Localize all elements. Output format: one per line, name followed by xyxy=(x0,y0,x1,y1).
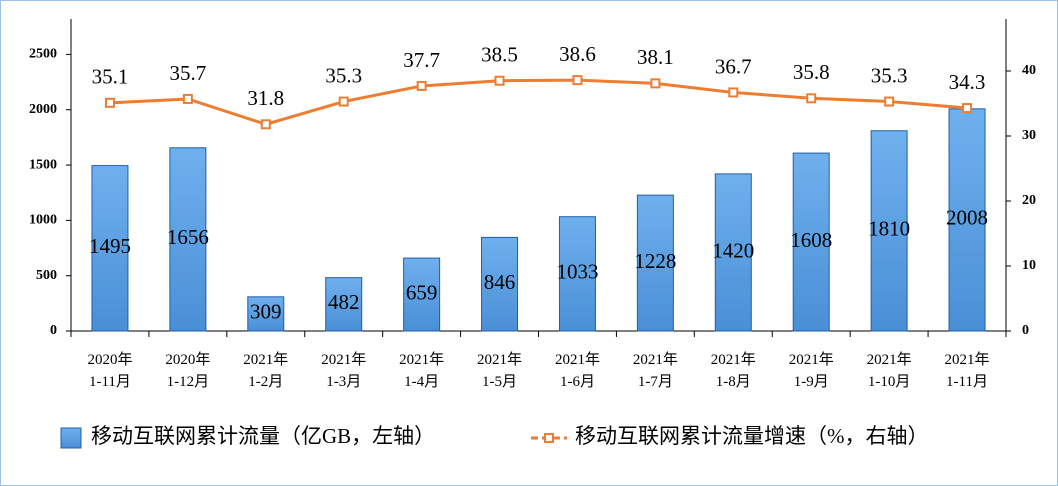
x-tick-label: 2021年 1-5月 xyxy=(477,352,523,390)
x-tick-label: 2020年 1-12月 xyxy=(165,352,211,390)
legend-label: 移动互联网累计流量增速（%，右轴） xyxy=(575,424,929,448)
bar-label: 1608 xyxy=(790,228,832,252)
line-label: 35.3 xyxy=(871,63,908,87)
x-tick-label: 2021年 1-6月 xyxy=(554,352,600,390)
line-label: 38.6 xyxy=(559,42,596,66)
bar-label: 482 xyxy=(328,290,360,314)
x-tick-label: 2021年 1-8月 xyxy=(710,352,756,390)
bar-label: 659 xyxy=(406,280,438,304)
x-tick-label: 2021年 1-4月 xyxy=(399,352,445,390)
line xyxy=(109,78,968,126)
line-marker xyxy=(182,93,193,104)
y-tick-label: 2500 xyxy=(29,47,57,62)
legend-label: 移动互联网累计流量（亿GB，左轴） xyxy=(91,424,435,448)
line-marker xyxy=(338,96,349,107)
line-marker xyxy=(884,96,895,107)
y2-tick-label: 30 xyxy=(1022,128,1036,143)
line-marker xyxy=(104,97,115,108)
bar xyxy=(91,165,129,332)
line-label: 31.8 xyxy=(247,86,284,110)
line-label: 38.5 xyxy=(481,43,518,67)
bar xyxy=(325,277,363,332)
x-tick-label: 2021年 1-11月 xyxy=(944,352,990,390)
bar-label: 309 xyxy=(250,300,282,324)
bar-label: 1656 xyxy=(167,225,209,249)
bar-label: 1495 xyxy=(89,234,131,258)
bar xyxy=(403,257,441,332)
bar xyxy=(948,108,986,332)
line-marker xyxy=(572,75,583,86)
line-marker xyxy=(494,75,505,86)
line-label: 38.1 xyxy=(637,45,674,69)
bar-label: 2008 xyxy=(946,206,988,230)
line-marker xyxy=(806,93,817,104)
line-marker xyxy=(650,78,661,89)
x-tick-label: 2021年 1-9月 xyxy=(788,352,834,390)
y2-tick-label: 0 xyxy=(1022,323,1029,338)
y-tick-label: 1500 xyxy=(29,157,57,172)
bar xyxy=(636,194,674,332)
line-label: 36.7 xyxy=(715,54,752,78)
x-tick-label: 2021年 1-7月 xyxy=(632,352,678,390)
bar xyxy=(558,216,596,332)
bar xyxy=(169,147,207,332)
y-tick-label: 0 xyxy=(50,323,57,338)
bar-label: 1810 xyxy=(868,217,910,241)
bar xyxy=(792,152,830,332)
line-marker xyxy=(260,119,271,130)
line-label: 35.1 xyxy=(92,65,129,89)
bar-label: 1033 xyxy=(556,260,598,284)
y-tick-label: 2000 xyxy=(29,102,57,117)
line-label: 34.3 xyxy=(949,70,986,94)
line-label: 35.8 xyxy=(793,60,830,84)
x-tick-label: 2021年 1-3月 xyxy=(321,352,367,390)
y-tick-label: 1000 xyxy=(29,213,57,228)
bar-label: 1420 xyxy=(712,238,754,262)
y2-tick-label: 20 xyxy=(1022,193,1036,208)
bar-label: 846 xyxy=(484,270,516,294)
legend-swatch xyxy=(544,433,554,443)
line-label: 35.3 xyxy=(325,63,362,87)
bar xyxy=(481,236,519,332)
y-tick-label: 500 xyxy=(36,268,57,283)
y2-tick-label: 10 xyxy=(1022,258,1036,273)
bar xyxy=(714,173,752,332)
bar xyxy=(247,296,285,332)
line-marker xyxy=(416,80,427,91)
line-label: 35.7 xyxy=(170,61,207,85)
line-marker xyxy=(962,103,973,114)
y2-tick-label: 40 xyxy=(1022,63,1036,78)
bar xyxy=(870,130,908,332)
x-tick-label: 2020年 1-11月 xyxy=(87,352,133,390)
x-tick-label: 2021年 1-2月 xyxy=(243,352,289,390)
line-marker xyxy=(728,87,739,98)
bar-label: 1228 xyxy=(634,249,676,273)
x-tick-label: 2021年 1-10月 xyxy=(866,352,912,390)
line-label: 37.7 xyxy=(403,48,440,72)
legend-swatch xyxy=(60,427,82,449)
